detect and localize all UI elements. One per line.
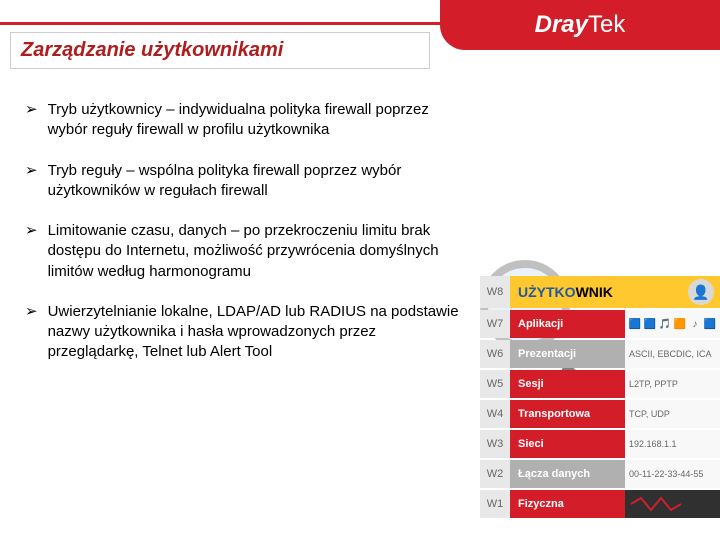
bullet-marker: ➢ bbox=[25, 221, 38, 241]
app-icon: 🟦 bbox=[704, 318, 716, 330]
bullet-item: ➢ Limitowanie czasu, danych – po przekro… bbox=[25, 221, 465, 282]
logo: DrayTek bbox=[535, 11, 626, 39]
app-icon: 🟦 bbox=[629, 318, 641, 330]
layer-row: W5SesjiL2TP, PPTP bbox=[480, 370, 720, 398]
title-box: Zarządzanie użytkownikami bbox=[10, 32, 430, 69]
user-name-black: WNIK bbox=[576, 284, 613, 300]
layer-name: Sesji bbox=[510, 370, 625, 398]
brand-header: DrayTek bbox=[440, 0, 720, 50]
bullet-item: ➢ Uwierzytelnianie lokalne, LDAP/AD lub … bbox=[25, 302, 465, 363]
layer-label: W4 bbox=[480, 400, 510, 428]
layer-name: Prezentacji bbox=[510, 340, 625, 368]
layer-name: Fizyczna bbox=[510, 490, 625, 518]
layer-row: W3Sieci192.168.1.1 bbox=[480, 430, 720, 458]
page-title: Zarządzanie użytkownikami bbox=[21, 39, 419, 62]
bullet-marker: ➢ bbox=[25, 100, 38, 120]
app-icon: 🟧 bbox=[674, 318, 686, 330]
layer-label: W1 bbox=[480, 490, 510, 518]
header-divider bbox=[0, 22, 440, 25]
layer-label: W7 bbox=[480, 310, 510, 338]
layer-row: W6PrezentacjiASCII, EBCDIC, ICA bbox=[480, 340, 720, 368]
layer-detail: L2TP, PPTP bbox=[625, 370, 720, 398]
bullet-marker: ➢ bbox=[25, 161, 38, 181]
layer-row: W1Fizyczna bbox=[480, 490, 720, 518]
layer-detail: 🟦🟦🎵🟧♪🟦 bbox=[625, 310, 720, 338]
wave-icon bbox=[629, 494, 709, 514]
layer-label: W8 bbox=[480, 276, 510, 308]
layer-detail: 192.168.1.1 bbox=[625, 430, 720, 458]
app-icon: 🟦 bbox=[644, 318, 656, 330]
bullet-text: Tryb użytkownicy – indywidualna polityka… bbox=[48, 100, 465, 141]
osi-layers-panel: W8 UŻYTKOWNIK 👤 W7Aplikacji🟦🟦🎵🟧♪🟦W6Preze… bbox=[480, 276, 720, 520]
layer-name: Sieci bbox=[510, 430, 625, 458]
app-icons-row: 🟦🟦🎵🟧♪🟦 bbox=[629, 318, 716, 330]
bullet-item: ➢ Tryb reguły – wspólna polityka firewal… bbox=[25, 161, 465, 202]
avatar-icon: 👤 bbox=[688, 279, 714, 305]
layer-detail: 00-11-22-33-44-55 bbox=[625, 460, 720, 488]
user-layer-name: UŻYTKOWNIK bbox=[510, 284, 688, 300]
bullet-text: Uwierzytelnianie lokalne, LDAP/AD lub RA… bbox=[48, 302, 465, 363]
layer-row: W4TransportowaTCP, UDP bbox=[480, 400, 720, 428]
layer-label: W2 bbox=[480, 460, 510, 488]
bullet-text: Limitowanie czasu, danych – po przekrocz… bbox=[48, 221, 465, 282]
app-icon: ♪ bbox=[689, 318, 701, 330]
logo-part2: Tek bbox=[588, 11, 625, 38]
layer-detail: ASCII, EBCDIC, ICA bbox=[625, 340, 720, 368]
layer-label: W5 bbox=[480, 370, 510, 398]
user-name-blue: UŻYTKO bbox=[518, 284, 576, 300]
layer-detail: TCP, UDP bbox=[625, 400, 720, 428]
bullet-text: Tryb reguły – wspólna polityka firewall … bbox=[48, 161, 465, 202]
bullet-marker: ➢ bbox=[25, 302, 38, 322]
user-layer-row: W8 UŻYTKOWNIK 👤 bbox=[480, 276, 720, 308]
app-icon: 🎵 bbox=[659, 318, 671, 330]
layer-name: Aplikacji bbox=[510, 310, 625, 338]
logo-part1: Dray bbox=[535, 11, 588, 38]
layer-label: W6 bbox=[480, 340, 510, 368]
layer-name: Transportowa bbox=[510, 400, 625, 428]
bullet-item: ➢ Tryb użytkownicy – indywidualna polity… bbox=[25, 100, 465, 141]
bullet-list: ➢ Tryb użytkownicy – indywidualna polity… bbox=[25, 100, 465, 383]
layer-name: Łącza danych bbox=[510, 460, 625, 488]
layer-label: W3 bbox=[480, 430, 510, 458]
layer-row: W7Aplikacji🟦🟦🎵🟧♪🟦 bbox=[480, 310, 720, 338]
layer-row: W2Łącza danych00-11-22-33-44-55 bbox=[480, 460, 720, 488]
layer-detail bbox=[625, 490, 720, 518]
